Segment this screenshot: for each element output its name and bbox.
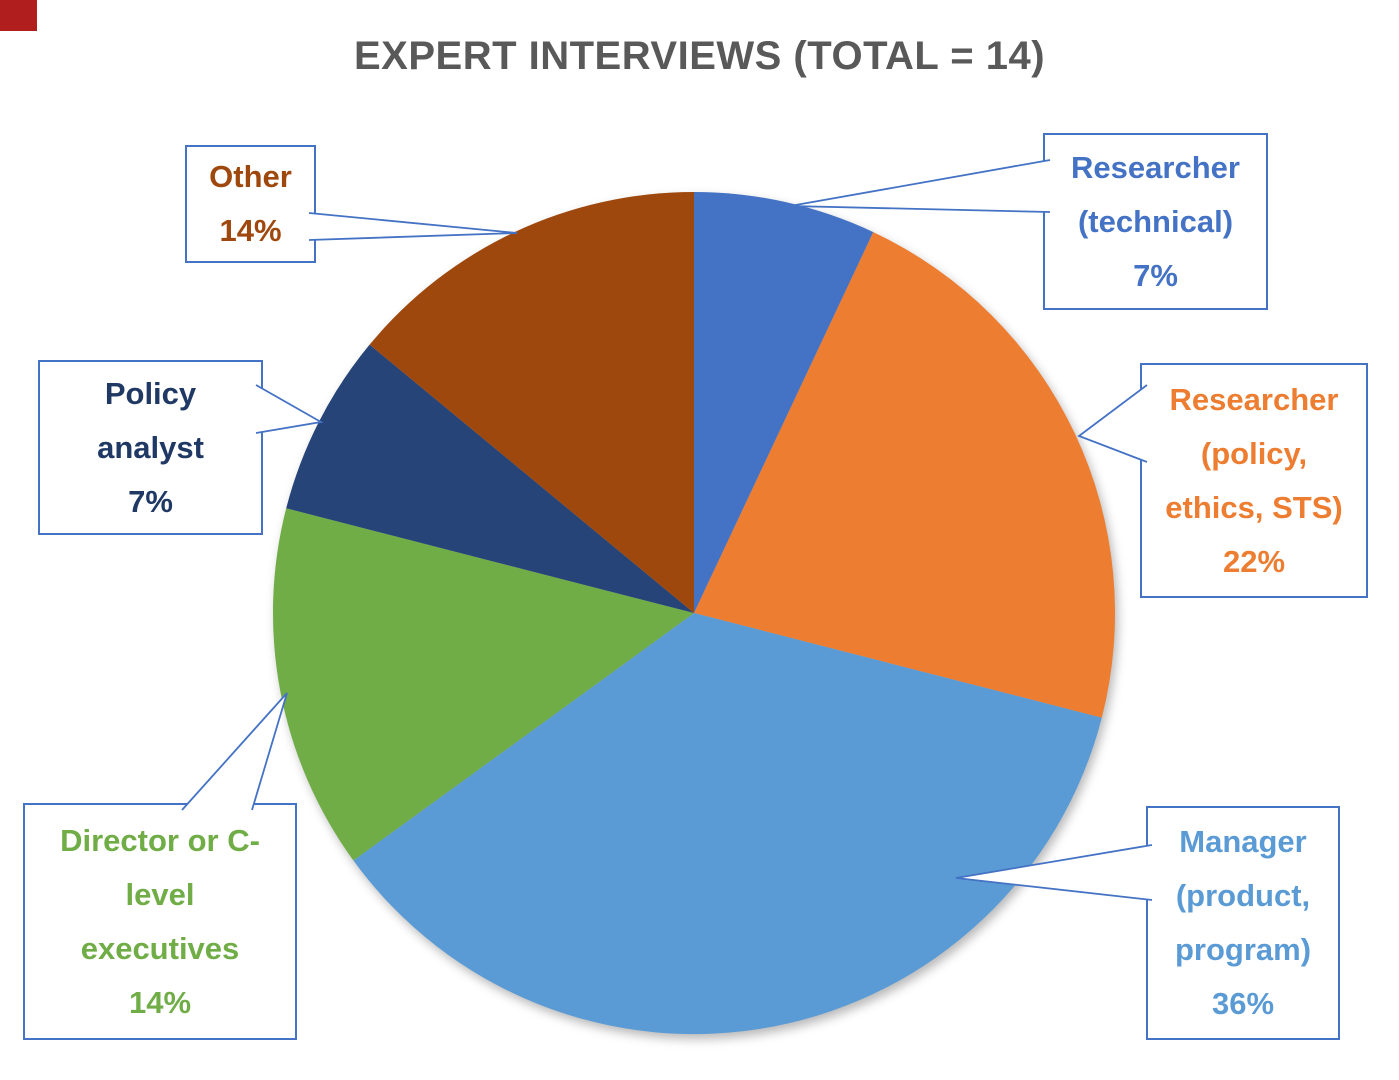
callout-label-director-or-c-level-executives: Director or C-level executives 14% [60, 822, 260, 1020]
chart-title: EXPERT INTERVIEWS (TOTAL = 14) [353, 34, 1046, 78]
callout-label-manager-product-program: Manager (product, program) 36% [1174, 824, 1312, 1021]
callout-label-researcher-technical: Researcher (technical) 7% [1071, 149, 1240, 293]
callout-manager-product-program[interactable]: Manager (product, program) 36% [1146, 806, 1340, 1040]
pie-slice-other[interactable] [369, 192, 694, 613]
pie-slice-manager-product-program[interactable] [353, 613, 1102, 1035]
callout-researcher-policy-ethics-sts[interactable]: Researcher (policy, ethics, STS) 22% [1140, 363, 1368, 598]
pie-slice-policy-analyst[interactable] [286, 344, 694, 613]
callout-policy-analyst[interactable]: Policy analyst 7% [38, 360, 263, 535]
pie-slice-director-or-c-level-executives[interactable] [272, 508, 694, 861]
callout-other[interactable]: Other 14% [185, 145, 316, 263]
pie-slice-researcher-technical[interactable] [694, 192, 874, 613]
pie-slice-researcher-policy-ethics-sts[interactable] [694, 232, 1116, 718]
callout-label-researcher-policy-ethics-sts: Researcher (policy, ethics, STS) 22% [1165, 381, 1343, 579]
callout-label-policy-analyst: Policy analyst 7% [97, 375, 204, 519]
callout-researcher-technical[interactable]: Researcher (technical) 7% [1043, 133, 1268, 310]
callout-label-other: Other 14% [209, 159, 292, 248]
corner-accent [0, 0, 37, 31]
callout-director-or-c-level-executives[interactable]: Director or C-level executives 14% [23, 803, 297, 1040]
